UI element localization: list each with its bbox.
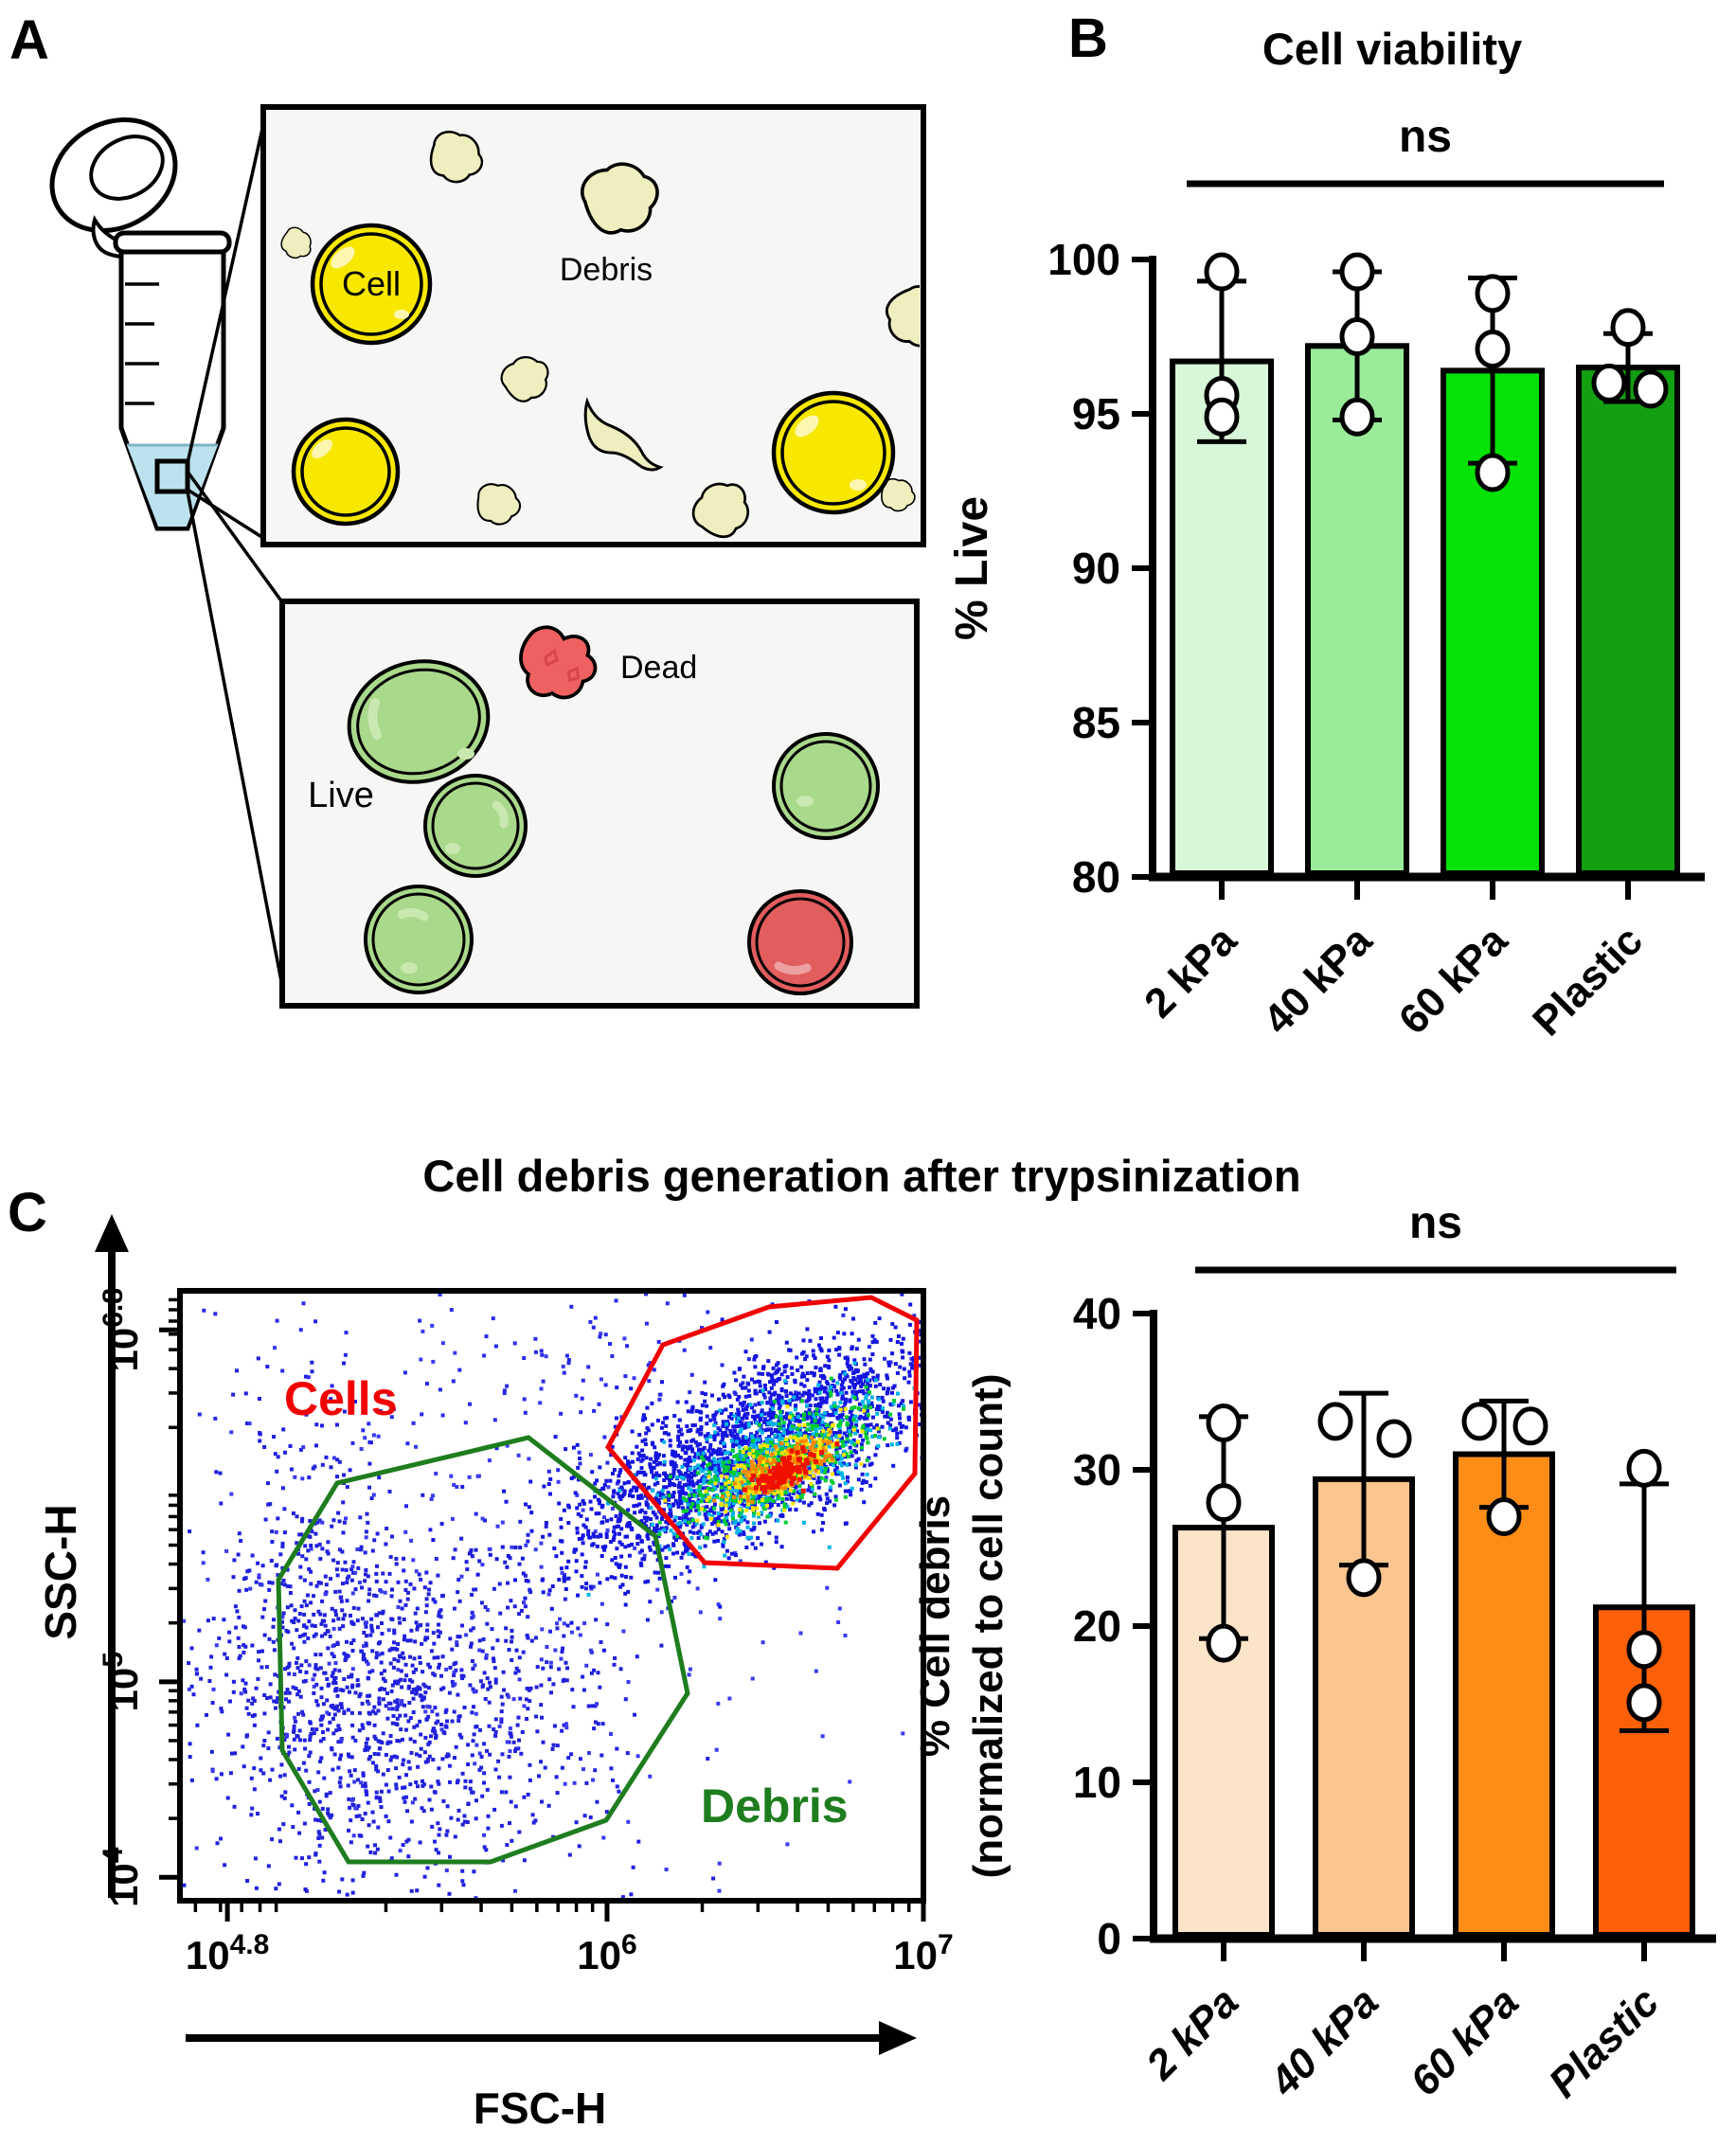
- data-point: [1613, 311, 1643, 345]
- data-point: [1594, 366, 1624, 400]
- data-point: [1477, 456, 1508, 490]
- flow-xlabel: FSC-H: [474, 2083, 607, 2133]
- y-tick-label: 40: [1073, 1289, 1121, 1338]
- data-point: [1342, 400, 1372, 434]
- debris-bar-chart-group: % Cell debris (normalized to cell count)…: [912, 1198, 1716, 2106]
- data-point: [1208, 1626, 1239, 1660]
- y-tick-label: 0: [1097, 1914, 1121, 1963]
- bar-Plastic: [1579, 367, 1677, 873]
- y-tick-label: 80: [1072, 852, 1120, 902]
- panel-a-label: A: [9, 9, 49, 71]
- debris-label: Debris: [560, 252, 653, 288]
- x-category-label: 40 kPa: [1255, 917, 1382, 1044]
- y-tick-label: 20: [1073, 1601, 1121, 1651]
- data-point: [1629, 1633, 1659, 1667]
- panel-c-ylabel-line1: % Cell debris: [912, 1495, 958, 1757]
- x-category-label: 40 kPa: [1261, 1978, 1387, 2105]
- y-tick-label: 85: [1072, 698, 1120, 747]
- data-point: [1477, 277, 1508, 311]
- x-category-label: 2 kPa: [1136, 917, 1245, 1027]
- ns-annotation: ns: [1399, 112, 1452, 162]
- y-tick-label: 30: [1073, 1445, 1121, 1494]
- panel-c-title: Cell debris generation after trypsinizat…: [422, 1151, 1300, 1201]
- panel-b-title: Cell viability: [1262, 24, 1522, 74]
- cells-debris-box: Cell Debris: [263, 107, 950, 546]
- x-category-label: Plastic: [1524, 917, 1652, 1045]
- panel-b-label: B: [1068, 8, 1108, 69]
- flow-gate-label-cells: Cells: [284, 1372, 398, 1425]
- data-point: [1629, 1686, 1659, 1720]
- x-category-label: 60 kPa: [1390, 917, 1517, 1044]
- flow-tick-label: 106: [577, 1929, 636, 1977]
- data-point: [1342, 320, 1372, 354]
- flow-tick-label: 104: [98, 1847, 146, 1907]
- x-category-label: Plastic: [1540, 1978, 1668, 2106]
- ns-annotation: ns: [1409, 1198, 1462, 1248]
- data-point: [1207, 400, 1237, 434]
- dead-label: Dead: [620, 650, 697, 686]
- y-tick-label: 90: [1072, 544, 1120, 593]
- panel-c-ylabel-line2: (normalized to cell count): [965, 1374, 1011, 1879]
- tube-body-icon: [116, 233, 229, 528]
- data-point: [1629, 1451, 1659, 1485]
- y-tick-label: 95: [1072, 389, 1120, 438]
- live-dead-box: Live Dead: [282, 601, 917, 1006]
- y-tick-label: 100: [1047, 235, 1120, 284]
- flow-tick-label: 104.8: [186, 1929, 269, 1977]
- flow-tick-label: 105: [98, 1652, 146, 1711]
- data-point: [1342, 255, 1372, 289]
- panel-b: B Cell viability % Live 80 85 90 95 100 2 kPa…: [947, 8, 1705, 1045]
- flow-ylabel: SSC-H: [36, 1504, 85, 1639]
- data-point: [1320, 1404, 1351, 1439]
- data-point: [1208, 1406, 1239, 1440]
- panel-b-ylabel: % Live: [947, 496, 997, 640]
- y-arrowhead-icon: [95, 1214, 129, 1252]
- data-point: [1207, 255, 1237, 289]
- live-label: Live: [308, 776, 374, 815]
- data-point: [1515, 1409, 1546, 1443]
- flow-tick-label: 106.8: [98, 1288, 146, 1371]
- panel-c-label: C: [8, 1182, 47, 1243]
- tube-diagram: [32, 98, 285, 1001]
- data-point: [1208, 1486, 1239, 1520]
- data-point: [1489, 1500, 1519, 1534]
- x-category-label: 60 kPa: [1402, 1978, 1528, 2104]
- panel-c: C Cell debris generation after trypsiniz…: [8, 1151, 1716, 2133]
- cell-label: Cell: [342, 264, 401, 303]
- x-category-label: 2 kPa: [1136, 1978, 1247, 2089]
- flow-gate-label-debris: Debris: [701, 1779, 849, 1833]
- x-arrowhead-icon: [879, 2021, 917, 2055]
- data-point: [1636, 372, 1666, 406]
- flow-tick-label: 107: [893, 1929, 953, 1977]
- data-point: [1464, 1404, 1494, 1439]
- data-point: [1379, 1422, 1409, 1456]
- y-tick-label: 10: [1073, 1758, 1121, 1807]
- data-point: [1349, 1561, 1379, 1595]
- data-point: [1477, 332, 1508, 367]
- panel-a: A: [9, 9, 950, 1006]
